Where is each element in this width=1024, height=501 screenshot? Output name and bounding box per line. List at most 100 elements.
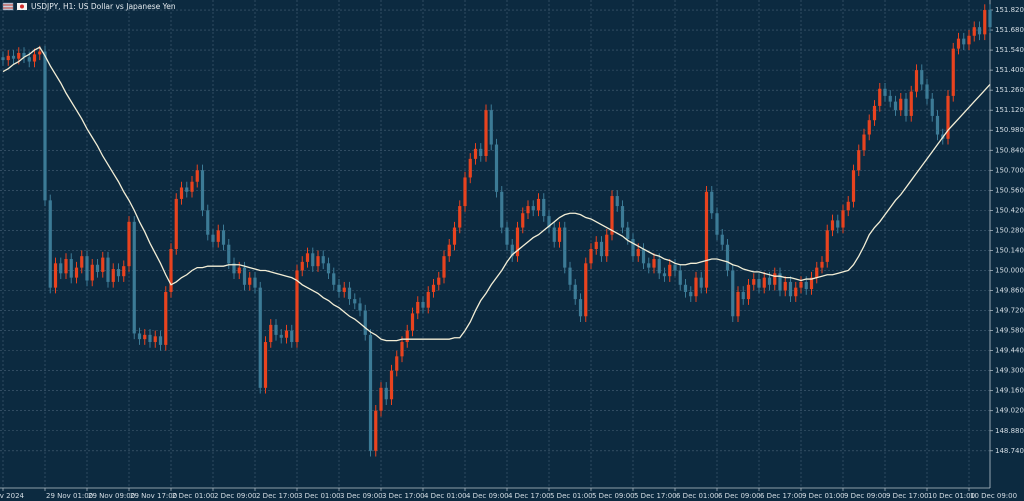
candle-body	[316, 256, 320, 267]
candle-body	[290, 330, 294, 343]
candle-body	[878, 88, 882, 106]
candle-body	[195, 170, 199, 182]
candle-body	[59, 263, 63, 274]
candle-body	[442, 256, 446, 278]
candle-body	[899, 98, 903, 111]
candle-body	[321, 256, 325, 264]
candle-body	[573, 284, 577, 300]
candle-body	[211, 234, 215, 242]
x-tick-label: 3 Dec 01:00	[298, 492, 341, 500]
y-tick-label: 149.300	[995, 367, 1024, 375]
candle-body	[452, 227, 457, 245]
candle-body	[6, 55, 10, 61]
candle-body	[883, 88, 887, 96]
y-tick-label: 150.000	[995, 266, 1024, 274]
candle-body	[710, 191, 714, 214]
y-tick-label: 151.540	[995, 46, 1024, 54]
y-tick-label: 151.820	[995, 6, 1024, 14]
flag-sun	[20, 4, 24, 9]
y-tick-label: 149.020	[995, 407, 1024, 415]
candle-body	[431, 284, 436, 292]
candle-body	[731, 270, 735, 317]
candle-body	[983, 10, 987, 35]
candle-body	[914, 70, 919, 92]
candle-body	[846, 201, 850, 211]
candle-body	[242, 267, 247, 285]
x-tick-label: 6 Dec 01:00	[676, 492, 719, 500]
candle-body	[158, 336, 163, 345]
candle-body	[363, 310, 367, 335]
candle-body	[342, 287, 346, 292]
candle-body	[311, 253, 315, 267]
candle-body	[69, 259, 73, 278]
candle-body	[962, 38, 966, 45]
candle-body	[920, 70, 924, 85]
candle-body	[972, 27, 976, 36]
y-tick-label: 151.400	[995, 66, 1024, 74]
candle-body	[536, 198, 541, 211]
candle-body	[794, 287, 798, 297]
candle-body	[925, 84, 929, 99]
candle-body	[830, 220, 835, 231]
candle-body	[820, 261, 824, 268]
candle-body	[752, 279, 756, 285]
candle-body	[662, 273, 667, 277]
candle-body	[620, 206, 625, 228]
candle-body	[725, 244, 730, 271]
candle-body	[43, 51, 47, 201]
candle-body	[599, 241, 604, 257]
candle-body	[22, 52, 26, 58]
candle-body	[169, 249, 173, 292]
candle-body	[85, 256, 89, 281]
candle-body	[27, 57, 31, 62]
candle-body	[988, 10, 992, 28]
candle-body	[274, 324, 278, 335]
candle-body	[888, 95, 892, 102]
x-tick-label: 4 Dec 17:00	[508, 492, 551, 500]
candle-body	[90, 264, 94, 281]
candle-body	[515, 227, 520, 257]
x-tick-label: 6 Dec 17:00	[760, 492, 803, 500]
y-tick-label: 150.560	[995, 186, 1024, 194]
candle-body	[605, 234, 609, 257]
candle-body	[190, 181, 194, 192]
candle-body	[347, 287, 352, 300]
candle-body	[762, 277, 766, 288]
candle-body	[447, 244, 451, 257]
candle-body	[379, 387, 383, 411]
candle-body	[547, 216, 551, 228]
x-tick-label: 10 Dec 09:00	[970, 492, 1017, 500]
candle-body	[825, 230, 829, 262]
candle-body	[510, 244, 514, 257]
candle-body	[48, 200, 52, 288]
candle-body	[531, 206, 535, 211]
x-tick-label: 29 Nov 17:00	[130, 492, 177, 500]
candle-body	[568, 267, 572, 285]
y-tick-label: 148.880	[995, 427, 1024, 435]
candle-body	[143, 334, 147, 340]
x-tick-label: 28 Nov 2024	[0, 492, 25, 500]
candle-body	[416, 301, 420, 314]
candle-body	[815, 267, 819, 278]
candle-body	[610, 196, 614, 235]
candle-body	[148, 334, 152, 343]
candle-body	[64, 259, 68, 274]
candle-body	[400, 342, 404, 357]
x-tick-label: 3 Dec 17:00	[382, 492, 425, 500]
candle-body	[353, 299, 357, 304]
candle-body	[122, 266, 126, 277]
symbol-icons	[2, 2, 27, 11]
candle-body	[410, 313, 415, 331]
x-tick-label: 4 Dec 01:00	[424, 492, 467, 500]
candle-body	[720, 234, 724, 245]
moving-average-line	[2, 46, 991, 342]
candle-body	[111, 269, 115, 282]
y-tick-label: 150.980	[995, 126, 1024, 134]
x-tick-label: 5 Dec 01:00	[550, 492, 593, 500]
candle-body	[279, 334, 283, 338]
candle-body	[263, 342, 268, 388]
candle-body	[767, 277, 772, 285]
candle-body	[232, 263, 236, 274]
candle-body	[909, 91, 913, 116]
